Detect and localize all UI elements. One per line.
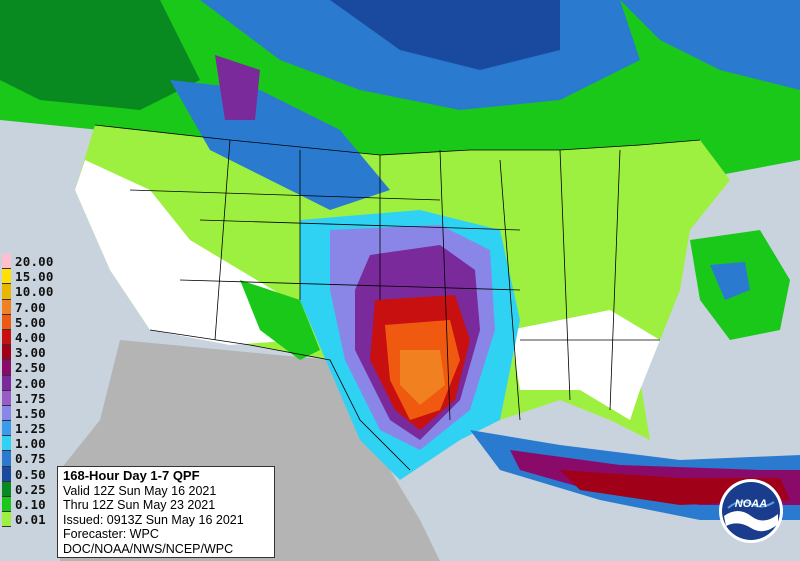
legend-swatch [2,466,11,482]
northwest-purple [215,55,260,120]
legend-row: 4.00 [2,329,62,346]
legend-swatch [2,329,11,346]
legend-label: 2.00 [15,375,46,391]
legend-row: 1.50 [2,405,62,422]
legend-row: 1.75 [2,390,62,406]
noaa-logo-text: NOAA [735,498,767,510]
legend-row: 0.75 [2,451,62,467]
legend-row: 0.50 [2,466,62,482]
legend-row: 3.00 [2,345,62,361]
precip-core-max [400,350,445,405]
legend-label: 7.00 [15,299,46,315]
legend-label: 1.50 [15,405,46,421]
forecaster: Forecaster: WPC [63,527,159,541]
thru-time: Thru 12Z Sun May 23 2021 [63,498,216,512]
legend-row: 1.25 [2,421,62,437]
legend-label: 0.01 [15,512,46,528]
precip-zone-northeast-blue [620,0,800,90]
map-title: 168-Hour Day 1-7 QPF [63,468,200,483]
info-box: 168-Hour Day 1-7 QPF Valid 12Z Sun May 1… [57,466,275,558]
legend-swatch [2,254,11,270]
legend-label: 1.00 [15,436,46,452]
legend-swatch [2,405,11,422]
legend-swatch [2,512,11,528]
atlantic-blue [710,262,750,300]
legend-row: 10.00 [2,284,62,300]
legend-swatch [2,436,11,452]
precip-zone-west-canada [0,0,200,110]
legend-label: 0.50 [15,466,46,482]
legend-swatch [2,497,11,513]
legend-label: 1.25 [15,421,46,437]
legend-label: 10.00 [15,284,54,300]
legend-row: 7.00 [2,299,62,315]
legend-swatch [2,451,11,467]
noaa-logo: NOAA [719,479,783,543]
legend-row: 5.00 [2,314,62,330]
legend-swatch [2,269,11,285]
dry-west [75,160,300,345]
legend-swatch [2,481,11,497]
legend-label: 0.25 [15,481,46,497]
legend-label: 0.10 [15,497,46,512]
legend-label: 15.00 [15,269,54,285]
legend-swatch [2,284,11,300]
legend-row: 15.00 [2,269,62,285]
legend-row: 1.00 [2,436,62,452]
legend-swatch [2,390,11,406]
precip-zone-canada-dark [330,0,560,70]
legend-row: 0.25 [2,481,62,497]
valid-time: Valid 12Z Sun May 16 2021 [63,483,217,498]
boundary-lines [94,124,701,471]
legend-label: 4.00 [15,329,46,345]
legend-label: 20.00 [15,254,54,269]
legend-label: 3.00 [15,345,46,361]
legend-row: 0.01 [2,512,62,528]
legend-row: 2.50 [2,360,62,376]
dry-southeast [510,310,660,420]
legend-swatch [2,299,11,315]
legend-row: 2.00 [2,375,62,391]
legend-label: 0.75 [15,451,46,467]
legend-swatch [2,345,11,361]
legend-row: 0.10 [2,497,62,513]
legend-row: 20.00 [2,254,62,270]
issued-time: Issued: 0913Z Sun May 16 2021 [63,512,244,527]
legend-label: 1.75 [15,390,46,406]
legend-swatch [2,360,11,376]
precip-legend: 20.00 15.00 10.00 7.00 5.00 4.00 3.00 2.50 2.00 1… [2,254,62,528]
legend-swatch [2,375,11,391]
legend-label: 2.50 [15,360,46,376]
agency: DOC/NOAA/NWS/NCEP/WPC [63,541,234,556]
legend-swatch [2,421,11,437]
legend-swatch [2,314,11,330]
legend-label: 5.00 [15,314,46,330]
